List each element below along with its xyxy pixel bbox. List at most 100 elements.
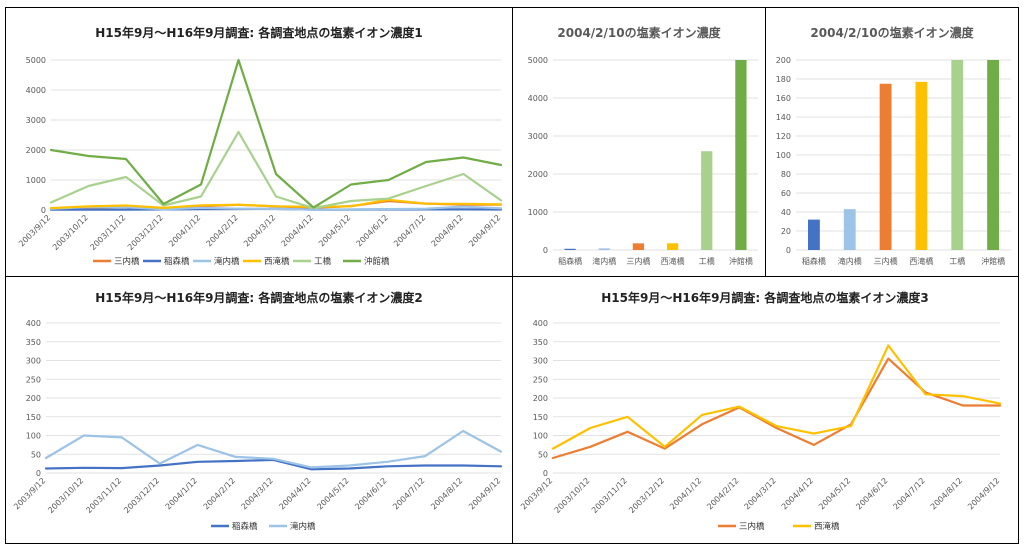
y-tick-label: 50 bbox=[31, 450, 41, 459]
bar-沖館橋 bbox=[987, 60, 999, 250]
y-tick-label: 40 bbox=[781, 208, 791, 217]
x-tick-label: 西滝橋 bbox=[661, 256, 685, 266]
chart-panel-5: H15年9月～H16年9月調査: 各調査地点の塩素イオン濃度3 0 50 100 15… bbox=[512, 276, 1019, 544]
chart-c2: 2004/2/10の塩素イオン濃度 0 1000 2000 3000 4000 5000 稲… bbox=[528, 25, 758, 266]
legend-label: 稲森橋 bbox=[232, 521, 258, 532]
chart-title: H15年9月～H16年9月調査: 各調査地点の塩素イオン濃度3 bbox=[601, 290, 929, 305]
y-tick-label: 300 bbox=[26, 357, 41, 366]
x-tick-label: 2003/12/12 bbox=[627, 476, 666, 515]
bar-西滝橋 bbox=[915, 81, 928, 250]
y-tick-label: 250 bbox=[26, 375, 41, 384]
x-tick-label: 2003/11/12 bbox=[590, 476, 629, 515]
bar-西滝橋 bbox=[666, 243, 679, 250]
x-tick-label: 三内橋 bbox=[626, 256, 650, 266]
y-tick-label: 60 bbox=[781, 189, 791, 198]
chart-title: 2004/2/10の塩素イオン濃度 bbox=[557, 25, 721, 40]
x-tick-label: 2004/7/12 bbox=[892, 476, 927, 511]
y-tick-label: 200 bbox=[26, 394, 41, 403]
x-tick-label: 2004/5/12 bbox=[315, 476, 350, 511]
x-tick-label: 2004/8/12 bbox=[430, 213, 465, 248]
y-tick-label: 2000 bbox=[26, 146, 46, 155]
y-tick-label: 150 bbox=[533, 413, 548, 422]
y-tick-label: 100 bbox=[26, 432, 41, 441]
legend-label: 滝内橋 bbox=[290, 521, 316, 532]
x-tick-label: 2004/6/12 bbox=[355, 213, 390, 248]
x-tick-label: 2004/4/12 bbox=[780, 476, 815, 511]
series-line-西滝橋 bbox=[551, 344, 1002, 450]
x-tick-label: 2004/6/12 bbox=[353, 476, 388, 511]
x-tick-label: 2003/11/12 bbox=[88, 213, 127, 252]
x-tick-label: 工橋 bbox=[699, 256, 715, 266]
chart-c5: H15年9月～H16年9月調査: 各調査地点の塩素イオン濃度3 0 50 100 15… bbox=[519, 290, 1002, 532]
y-tick-label: 20 bbox=[781, 227, 791, 236]
bar-三内橋 bbox=[879, 83, 892, 250]
y-tick-label: 120 bbox=[776, 132, 791, 141]
y-tick-label: 2000 bbox=[528, 170, 548, 179]
y-tick-label: 350 bbox=[26, 338, 41, 347]
y-tick-label: 5000 bbox=[26, 56, 46, 65]
x-tick-label: 2004/2/12 bbox=[705, 476, 740, 511]
x-tick-label: 2003/9/12 bbox=[12, 476, 47, 511]
legend-label: 稲森橋 bbox=[164, 256, 190, 267]
chart-title: H15年9月～H16年9月調査: 各調査地点の塩素イオン濃度1 bbox=[95, 25, 423, 40]
y-tick-label: 100 bbox=[533, 432, 548, 441]
chart-c1: H15年9月～H16年9月調査: 各調査地点の塩素イオン濃度1 0 1000 200… bbox=[17, 25, 503, 267]
legend-label: 西滝橋 bbox=[814, 521, 840, 532]
bar-沖館橋 bbox=[735, 60, 747, 250]
y-tick-label: 0 bbox=[543, 469, 548, 478]
series-line-滝内橋 bbox=[49, 205, 503, 211]
series-line-西滝橋 bbox=[49, 198, 503, 210]
x-tick-label: 沖館橋 bbox=[729, 256, 753, 266]
x-tick-label: 2004/2/12 bbox=[205, 213, 240, 248]
x-tick-label: 2004/5/12 bbox=[317, 213, 352, 248]
x-tick-label: 滝内橋 bbox=[592, 256, 616, 266]
x-tick-label: 2004/7/12 bbox=[392, 213, 427, 248]
series-line-稲森橋 bbox=[44, 458, 503, 471]
chart-title: H15年9月～H16年9月調査: 各調査地点の塩素イオン濃度2 bbox=[95, 290, 423, 305]
legend-label: 三内橋 bbox=[739, 521, 765, 532]
bar-稲森橋 bbox=[808, 219, 820, 250]
chart-c3: 2004/2/10の塩素イオン濃度 0 20 40 60 80 100 120 140 160 1… bbox=[776, 25, 1011, 266]
y-tick-label: 200 bbox=[533, 394, 548, 403]
chart-panel-4: H15年9月～H16年9月調査: 各調査地点の塩素イオン濃度2 0 50 100 15… bbox=[5, 276, 513, 544]
y-tick-label: 80 bbox=[781, 170, 791, 179]
chart-panel-3: 2004/2/10の塩素イオン濃度 0 20 40 60 80 100 120 140 160 1… bbox=[765, 7, 1019, 277]
x-tick-label: 2004/2/12 bbox=[202, 476, 237, 511]
bar-工橋 bbox=[951, 60, 964, 250]
y-tick-label: 4000 bbox=[528, 94, 548, 103]
y-tick-label: 1000 bbox=[26, 176, 46, 185]
y-tick-label: 350 bbox=[533, 338, 548, 347]
y-tick-label: 1000 bbox=[528, 208, 548, 217]
x-tick-label: 西滝橋 bbox=[909, 256, 933, 266]
x-tick-label: 2004/9/12 bbox=[467, 476, 502, 511]
chart-c4: H15年9月～H16年9月調査: 各調査地点の塩素イオン濃度2 0 50 100 15… bbox=[12, 290, 503, 532]
y-tick-label: 150 bbox=[26, 413, 41, 422]
series-line-工橋 bbox=[49, 130, 503, 210]
x-tick-label: 2004/8/12 bbox=[429, 476, 464, 511]
x-tick-label: 工橋 bbox=[949, 256, 965, 266]
x-tick-label: 沖館橋 bbox=[981, 256, 1005, 266]
x-tick-label: 2004/7/12 bbox=[391, 476, 426, 511]
series-line-三内橋 bbox=[551, 357, 1002, 460]
y-tick-label: 0 bbox=[786, 246, 791, 255]
x-tick-label: 2003/12/12 bbox=[122, 476, 161, 515]
x-tick-label: 2003/12/12 bbox=[126, 213, 165, 252]
y-tick-label: 3000 bbox=[528, 132, 548, 141]
y-tick-label: 250 bbox=[533, 375, 548, 384]
legend-label: 三内橋 bbox=[114, 256, 140, 267]
x-tick-label: 稲森橋 bbox=[558, 256, 582, 266]
x-tick-label: 2004/6/12 bbox=[854, 476, 889, 511]
legend-label: 滝内橋 bbox=[214, 256, 240, 267]
x-tick-label: 2003/10/12 bbox=[553, 476, 592, 515]
x-tick-label: 2004/8/12 bbox=[929, 476, 964, 511]
x-tick-label: 2003/10/12 bbox=[51, 213, 90, 252]
x-tick-label: 2003/10/12 bbox=[46, 476, 85, 515]
y-tick-label: 300 bbox=[533, 357, 548, 366]
series-line-沖館橋 bbox=[49, 58, 503, 209]
x-tick-label: 2003/9/12 bbox=[17, 213, 52, 248]
x-tick-label: 稲森橋 bbox=[802, 256, 826, 266]
bar-滝内橋 bbox=[843, 209, 856, 250]
bar-稲森橋 bbox=[564, 248, 576, 250]
x-tick-label: 2004/3/12 bbox=[743, 476, 778, 511]
y-tick-label: 100 bbox=[776, 151, 791, 160]
